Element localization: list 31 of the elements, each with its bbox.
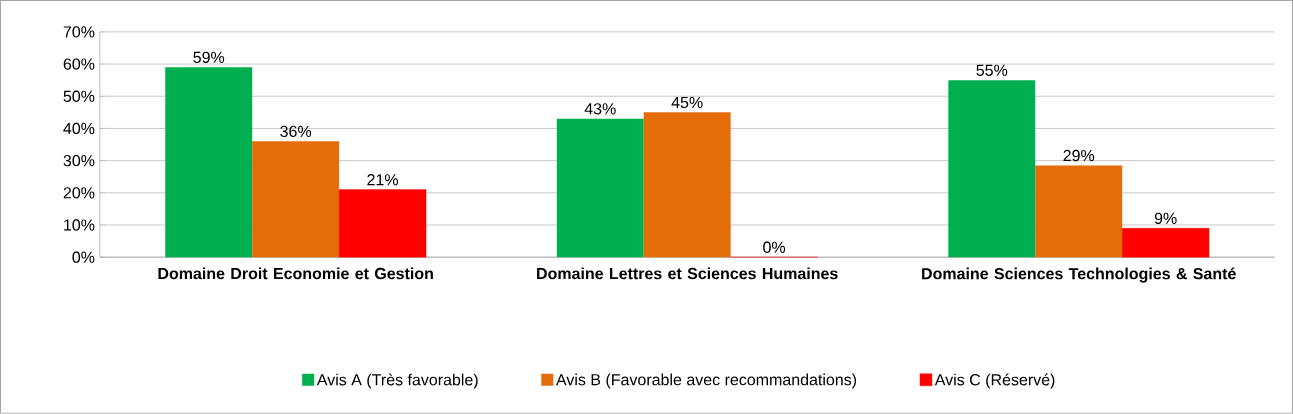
y-tick-label: 50%	[63, 90, 95, 103]
x-tick-label: Domaine Droit Economie et Gestion	[158, 267, 433, 280]
y-tick-label: 0%	[72, 251, 95, 263]
bar	[165, 67, 253, 258]
y-tick-label: 30%	[63, 155, 95, 167]
legend-label: Avis B (Favorable avec recommandations)	[556, 373, 857, 389]
data-label: 36%	[280, 125, 312, 138]
y-tick-label: 70%	[63, 26, 95, 38]
bar	[338, 189, 427, 258]
bar	[1035, 165, 1123, 258]
data-label: 43%	[584, 103, 616, 115]
bar	[556, 118, 644, 258]
data-label: 29%	[1063, 150, 1095, 162]
data-label: 0%	[763, 241, 786, 254]
data-label: 59%	[193, 51, 225, 64]
bar	[1121, 228, 1210, 258]
data-label: 21%	[367, 174, 399, 186]
y-tick-label: 60%	[63, 58, 95, 70]
y-tick-label: 40%	[63, 122, 95, 135]
data-label: 45%	[671, 96, 703, 109]
x-tick-label: Domaine Sciences Technologies & Santé	[922, 267, 1236, 283]
bar	[643, 112, 731, 258]
data-label: 55%	[976, 64, 1008, 77]
bar	[252, 141, 340, 258]
legend-label: Avis C (Réservé)	[934, 373, 1055, 389]
x-tick-label: Domaine Lettres et Sciences Humaines	[537, 267, 838, 280]
y-tick-label: 20%	[63, 187, 95, 199]
y-tick-label: 10%	[64, 219, 95, 231]
data-label: 9%	[1154, 212, 1177, 225]
legend-label: Avis A (Très favorable)	[316, 373, 478, 389]
bar	[948, 80, 1036, 258]
